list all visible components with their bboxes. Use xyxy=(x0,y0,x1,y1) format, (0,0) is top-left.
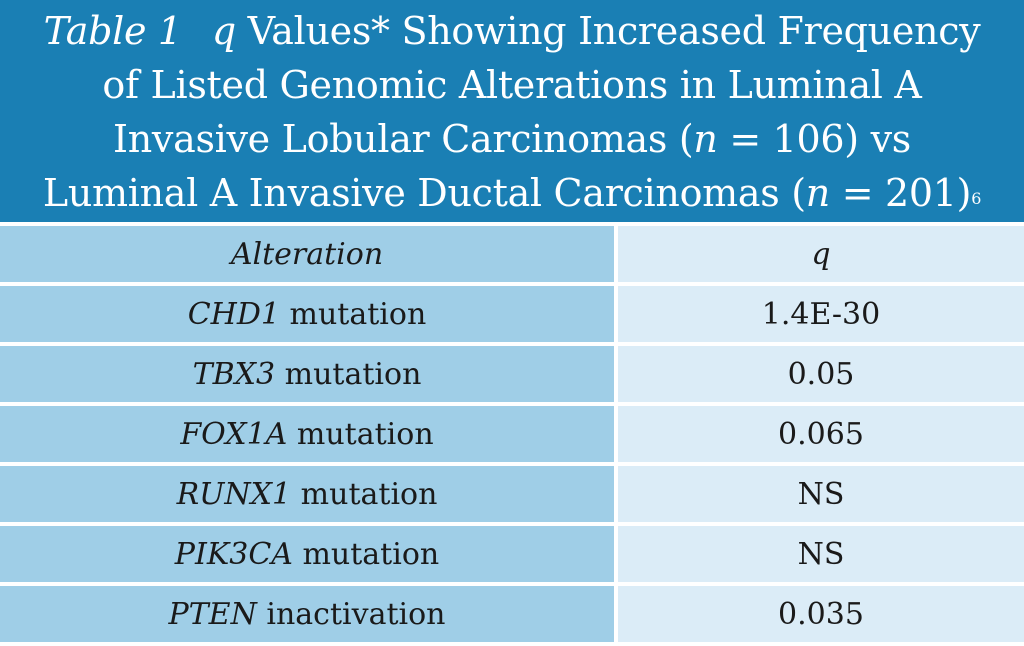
gene-name: PTEN xyxy=(168,596,257,632)
title-text: = 106) vs xyxy=(717,117,911,161)
table-row: FOX1A mutation 0.065 xyxy=(0,406,1024,462)
table-row: CHD1 mutation 1.4E-30 xyxy=(0,286,1024,342)
gene-name: CHD1 xyxy=(187,296,280,332)
table-row: PTEN inactivation 0.035 xyxy=(0,586,1024,642)
alteration-type: mutation xyxy=(287,416,434,452)
alteration-type: mutation xyxy=(291,476,438,512)
q-value-cell: 1.4E-30 xyxy=(618,286,1024,342)
table-title: Table 1 q Values* Showing Increased Frequ… xyxy=(0,0,1024,222)
header-alteration: Alteration xyxy=(0,226,614,282)
alteration-cell: RUNX1 mutation xyxy=(0,466,614,522)
gene-name: PIK3CA xyxy=(174,536,293,572)
table-label: Table 1 xyxy=(43,9,182,53)
header-q: q xyxy=(618,226,1024,282)
table-row: PIK3CA mutation NS xyxy=(0,526,1024,582)
alteration-type: mutation xyxy=(275,356,422,392)
title-text: Luminal A Invasive Ductal Carcinomas ( xyxy=(42,171,806,215)
data-table: Alteration q CHD1 mutation 1.4E-30 TBX3 mu… xyxy=(0,226,1024,646)
q-symbol: q xyxy=(211,9,236,53)
alteration-type: inactivation xyxy=(256,596,446,632)
alteration-type: mutation xyxy=(279,296,427,332)
gene-name: TBX3 xyxy=(192,356,276,392)
q-value-cell: NS xyxy=(618,526,1024,582)
n-symbol: n xyxy=(693,117,718,161)
q-value-cell: 0.035 xyxy=(618,586,1024,642)
gene-name: FOX1A xyxy=(180,416,288,452)
gene-name: RUNX1 xyxy=(176,476,292,512)
q-value-cell: 0.05 xyxy=(618,346,1024,402)
alteration-cell: FOX1A mutation xyxy=(0,406,614,462)
q-value-cell: 0.065 xyxy=(618,406,1024,462)
title-text: Values* Showing Increased Frequency xyxy=(235,9,981,53)
n-symbol: n xyxy=(805,171,830,215)
title-text: = 201) xyxy=(829,171,972,215)
title-text: Invasive Lobular Carcinomas ( xyxy=(113,117,694,161)
table-row: RUNX1 mutation NS xyxy=(0,466,1024,522)
alteration-type: mutation xyxy=(292,536,440,572)
table-row: TBX3 mutation 0.05 xyxy=(0,346,1024,402)
q-value-cell: NS xyxy=(618,466,1024,522)
alteration-cell: CHD1 mutation xyxy=(0,286,614,342)
reference-superscript: 6 xyxy=(971,189,982,208)
alteration-cell: TBX3 mutation xyxy=(0,346,614,402)
alteration-cell: PIK3CA mutation xyxy=(0,526,614,582)
alteration-cell: PTEN inactivation xyxy=(0,586,614,642)
title-text: of Listed Genomic Alterations in Luminal… xyxy=(102,63,922,107)
table-header-row: Alteration q xyxy=(0,226,1024,282)
